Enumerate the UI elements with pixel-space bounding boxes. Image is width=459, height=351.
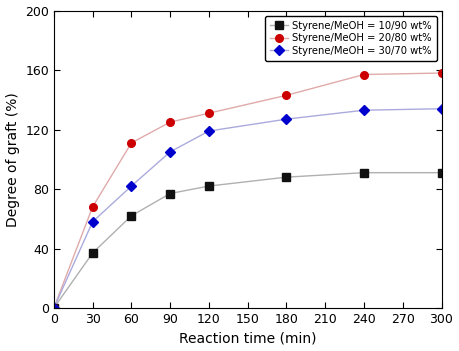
- Y-axis label: Degree of graft (%): Degree of graft (%): [6, 92, 20, 227]
- Legend: Styrene/MeOH = 10/90 wt%, Styrene/MeOH = 20/80 wt%, Styrene/MeOH = 30/70 wt%: Styrene/MeOH = 10/90 wt%, Styrene/MeOH =…: [265, 15, 437, 61]
- X-axis label: Reaction time (min): Reaction time (min): [179, 331, 316, 345]
